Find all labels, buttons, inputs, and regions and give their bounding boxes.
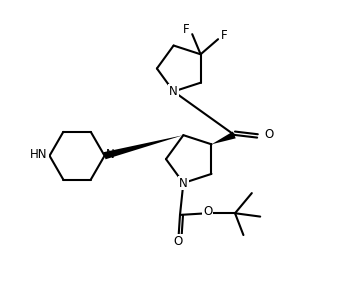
Text: F: F — [221, 29, 227, 42]
Text: N: N — [179, 177, 188, 190]
Text: HN: HN — [30, 148, 48, 161]
Text: O: O — [264, 128, 274, 141]
Polygon shape — [211, 132, 236, 144]
Text: N: N — [106, 148, 115, 161]
Text: N: N — [169, 85, 178, 98]
Polygon shape — [104, 135, 183, 159]
Text: O: O — [174, 235, 183, 248]
Text: O: O — [203, 205, 212, 218]
Text: F: F — [183, 23, 189, 36]
